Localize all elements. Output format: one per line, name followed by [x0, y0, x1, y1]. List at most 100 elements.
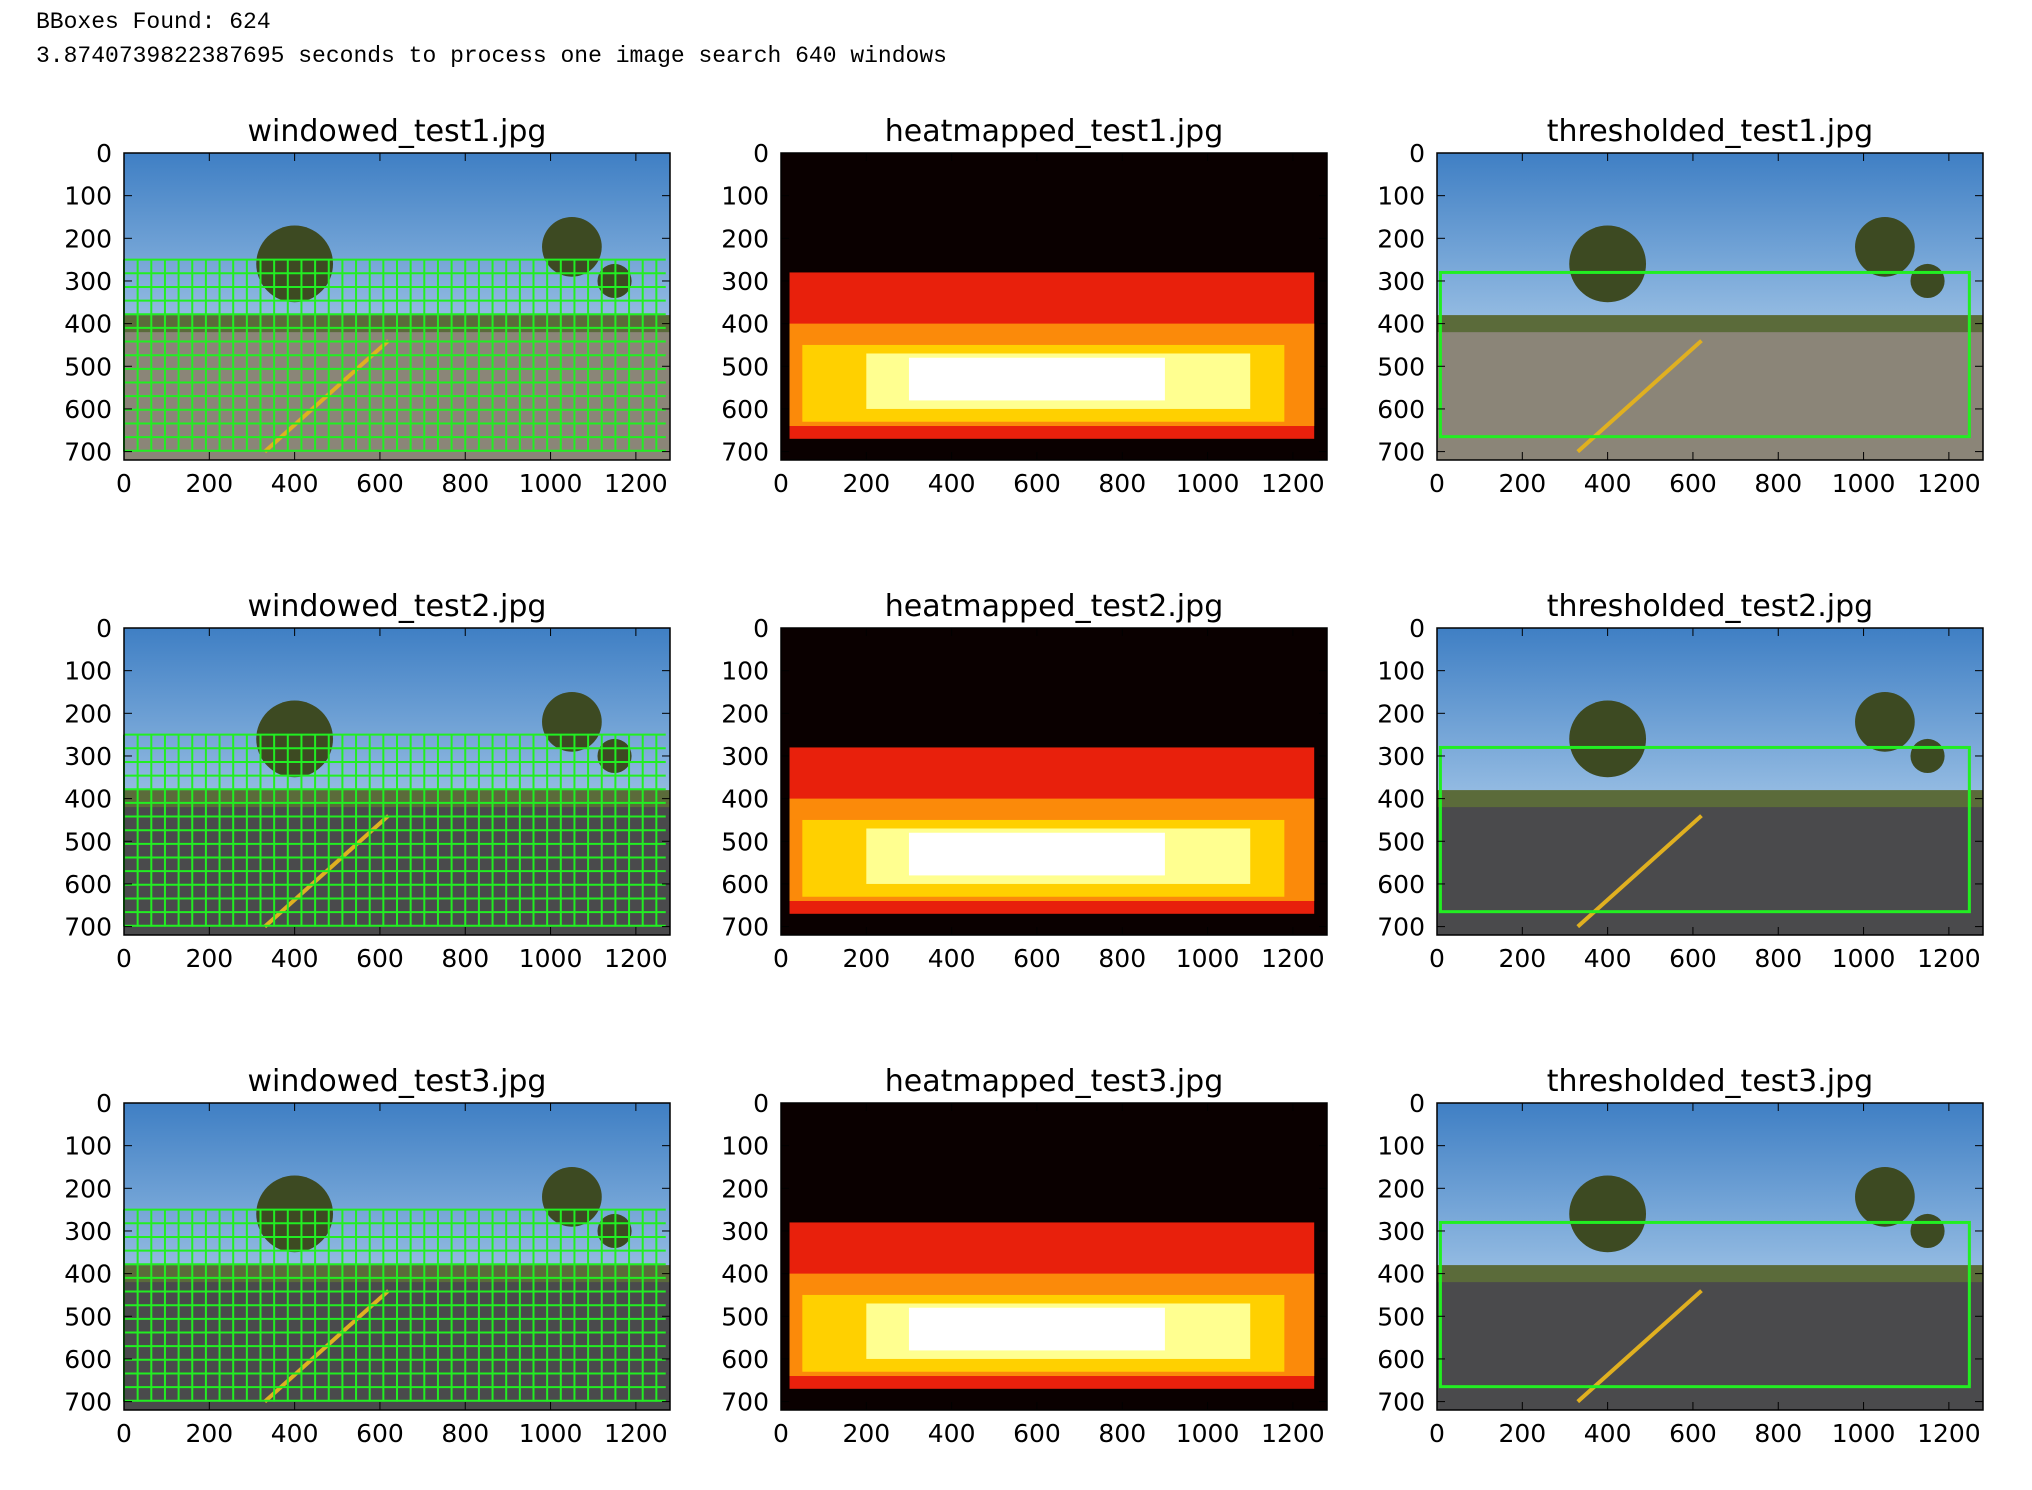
x-tick-label: 600: [356, 944, 404, 973]
tree: [542, 691, 602, 752]
tree: [1569, 700, 1647, 778]
x-tick-label: 0: [773, 944, 789, 973]
subplot-title: windowed_test2.jpg: [248, 589, 547, 624]
x-tick-label: 1000: [1832, 944, 1896, 973]
tree: [256, 225, 334, 303]
x-tick-label: 800: [1098, 944, 1146, 973]
x-tick-label: 400: [271, 1419, 319, 1448]
x-tick-label: 1000: [1176, 1419, 1240, 1448]
y-tick-label: 100: [64, 657, 112, 686]
x-tick-label: 0: [1429, 469, 1445, 498]
x-tick-label: 200: [842, 1419, 890, 1448]
axes-frame: [780, 627, 1328, 936]
image-region: [1437, 798, 1983, 936]
x-tick-label: 200: [842, 944, 890, 973]
y-tick-label: 0: [753, 139, 769, 168]
subplot-title: thresholded_test3.jpg: [1547, 1064, 1873, 1099]
output-line: BBoxes Found: 624: [36, 9, 271, 35]
x-tick-label: 400: [928, 1419, 976, 1448]
y-tick-label: 700: [1377, 438, 1425, 467]
x-tick-label: 800: [1754, 469, 1802, 498]
x-tick-label: 1000: [519, 469, 583, 498]
x-tick-label: 400: [1584, 944, 1632, 973]
y-tick-label: 700: [64, 913, 112, 942]
subplot-title: heatmapped_test2.jpg: [885, 589, 1223, 624]
image-region: [1437, 323, 1983, 461]
y-tick-label: 400: [1377, 785, 1425, 814]
y-tick-label: 300: [1377, 742, 1425, 771]
subplot: windowed_test2.jpg 0 200 400 600 800 1000 1200 0…: [64, 589, 671, 973]
x-tick-label: 1200: [1917, 944, 1981, 973]
y-tick-label: 700: [64, 438, 112, 467]
y-tick-label: 100: [721, 1132, 769, 1161]
subplot-title: windowed_test3.jpg: [248, 1064, 547, 1099]
subplot: windowed_test1.jpg 0 200 400 600 800 1000 1200 0…: [64, 114, 671, 498]
x-tick-label: 800: [1098, 1419, 1146, 1448]
y-tick-label: 500: [1377, 352, 1425, 381]
image-region: [908, 357, 1165, 401]
x-tick-label: 0: [116, 469, 132, 498]
x-tick-label: 800: [1754, 944, 1802, 973]
x-tick-label: 600: [1669, 944, 1717, 973]
x-tick-label: 0: [1429, 944, 1445, 973]
y-tick-label: 0: [96, 139, 112, 168]
axes-frame: [123, 627, 671, 936]
tree: [1910, 263, 1945, 299]
x-tick-label: 600: [1669, 469, 1717, 498]
y-tick-label: 300: [64, 742, 112, 771]
y-tick-label: 300: [64, 1217, 112, 1246]
y-tick-label: 700: [721, 1388, 769, 1417]
x-tick-label: 1000: [1832, 1419, 1896, 1448]
x-tick-label: 200: [1498, 1419, 1546, 1448]
x-tick-label: 200: [185, 944, 233, 973]
subplot-title: thresholded_test2.jpg: [1547, 589, 1873, 624]
y-tick-label: 200: [721, 1174, 769, 1203]
y-tick-label: 600: [64, 1345, 112, 1374]
tree: [1910, 738, 1945, 774]
x-tick-label: 1000: [1176, 469, 1240, 498]
y-tick-label: 400: [721, 310, 769, 339]
tree: [542, 216, 602, 277]
axes-frame: [780, 152, 1328, 461]
y-tick-label: 700: [64, 1388, 112, 1417]
x-tick-label: 0: [116, 944, 132, 973]
x-tick-label: 600: [356, 1419, 404, 1448]
y-tick-label: 300: [1377, 1217, 1425, 1246]
y-tick-label: 500: [1377, 1302, 1425, 1331]
x-tick-label: 800: [441, 1419, 489, 1448]
bounding-box: [1438, 270, 1971, 439]
axes-frame: [123, 152, 671, 461]
x-tick-label: 800: [1098, 469, 1146, 498]
tree: [1855, 691, 1915, 752]
y-tick-label: 200: [64, 699, 112, 728]
y-tick-label: 300: [721, 742, 769, 771]
y-tick-label: 300: [64, 267, 112, 296]
y-tick-label: 100: [64, 182, 112, 211]
x-tick-label: 400: [1584, 1419, 1632, 1448]
x-tick-label: 1200: [1261, 469, 1325, 498]
y-tick-label: 100: [1377, 182, 1425, 211]
y-tick-label: 400: [721, 1260, 769, 1289]
image-region: [1437, 790, 1983, 808]
y-tick-label: 300: [1377, 267, 1425, 296]
x-tick-label: 600: [1669, 1419, 1717, 1448]
x-tick-label: 800: [441, 944, 489, 973]
x-tick-label: 1000: [1832, 469, 1896, 498]
y-tick-label: 200: [721, 224, 769, 253]
subplot-title: heatmapped_test1.jpg: [885, 114, 1223, 149]
x-tick-label: 1200: [604, 469, 668, 498]
image-region: [1437, 1273, 1983, 1411]
subplot-title: heatmapped_test3.jpg: [885, 1064, 1223, 1099]
x-tick-label: 400: [928, 469, 976, 498]
image-region: [908, 832, 1165, 876]
y-tick-label: 400: [721, 785, 769, 814]
axes-frame: [1436, 627, 1984, 936]
y-tick-label: 0: [96, 614, 112, 643]
x-tick-label: 200: [1498, 469, 1546, 498]
y-tick-label: 600: [64, 395, 112, 424]
y-tick-label: 0: [753, 1089, 769, 1118]
axes-frame: [780, 1102, 1328, 1411]
x-tick-label: 400: [271, 469, 319, 498]
